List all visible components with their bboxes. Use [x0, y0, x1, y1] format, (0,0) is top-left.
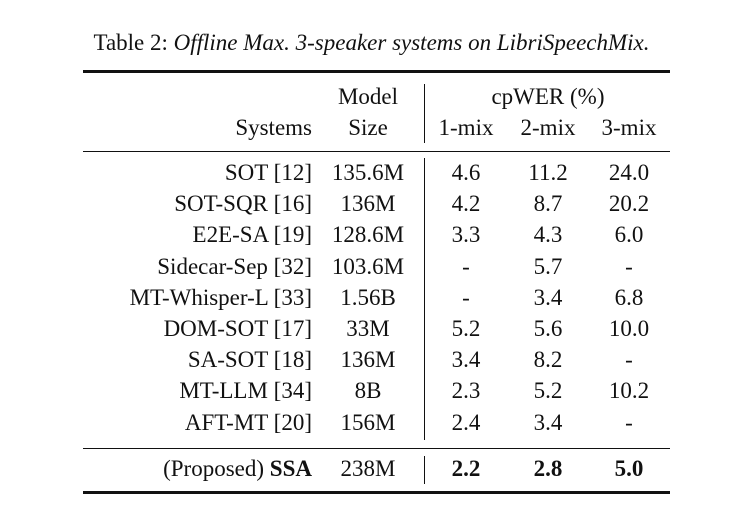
row-size: 103.6M [331, 254, 405, 279]
row-2-mix: 3.4 [533, 410, 563, 435]
row-system: AFT-MT [20] [184, 410, 312, 435]
row-size: 136M [340, 191, 396, 216]
row-system: E2E-SA [19] [192, 222, 312, 247]
row-1-mix: 2.4 [451, 410, 481, 435]
row-1-mix: 4.6 [451, 160, 481, 185]
proposed-2-mix: 2.8 [533, 456, 563, 481]
row-3-mix: 20.2 [608, 191, 650, 216]
row-1-mix: 3.4 [451, 347, 481, 372]
header-rule [83, 151, 670, 153]
row-1-mix: 5.2 [451, 316, 481, 341]
caption-label: Table 2: [93, 30, 168, 55]
row-3-mix: 24.0 [608, 160, 650, 185]
proposed-rule [83, 448, 670, 450]
header-size: Size [348, 115, 388, 140]
row-1-mix: 3.3 [451, 222, 481, 247]
header-3-mix: 3-mix [601, 115, 657, 140]
row-2-mix: 5.6 [533, 316, 563, 341]
row-3-mix: - [625, 347, 633, 372]
row-2-mix: 3.4 [533, 285, 563, 310]
row-system: MT-LLM [34] [179, 378, 312, 403]
row-system: DOM-SOT [17] [163, 316, 312, 341]
row-system: Sidecar-Sep [32] [157, 254, 312, 279]
row-system: SOT-SQR [16] [174, 191, 312, 216]
row-3-mix: 6.8 [614, 285, 644, 310]
row-1-mix: 4.2 [451, 191, 481, 216]
row-size: 8B [354, 378, 382, 403]
row-3-mix: 10.0 [608, 316, 650, 341]
proposed-name: SSA [269, 456, 312, 481]
row-2-mix: 5.7 [533, 254, 563, 279]
row-size: 136M [340, 347, 396, 372]
row-2-mix: 4.3 [533, 222, 563, 247]
row-size: 135.6M [331, 160, 405, 185]
row-2-mix: 5.2 [533, 378, 563, 403]
proposed-3-mix: 5.0 [614, 456, 644, 481]
row-3-mix: - [625, 254, 633, 279]
table-caption: Table 2: Offline Max. 3-speaker systems … [0, 30, 743, 56]
row-2-mix: 11.2 [528, 160, 568, 185]
row-size: 128.6M [331, 222, 405, 247]
header-2-mix: 2-mix [520, 115, 576, 140]
row-2-mix: 8.7 [533, 191, 563, 216]
row-3-mix: - [625, 410, 633, 435]
row-1-mix: 2.3 [451, 378, 481, 403]
row-2-mix: 8.2 [533, 347, 563, 372]
row-system: SA-SOT [18] [187, 347, 312, 372]
row-1-mix: - [462, 285, 470, 310]
row-system: MT-Whisper-L [33] [129, 285, 312, 310]
header-systems: Systems [235, 115, 312, 140]
proposed-system: (Proposed) SSA [60, 456, 312, 482]
row-system: SOT [12] [224, 160, 312, 185]
header-1-mix: 1-mix [438, 115, 494, 140]
caption-title: Offline Max. 3-speaker systems on LibriS… [173, 30, 650, 55]
header-divider [424, 84, 426, 143]
bottom-rule [83, 491, 670, 494]
proposed-prefix: (Proposed) [163, 456, 270, 481]
proposed-1-mix: 2.2 [451, 456, 481, 481]
row-size: 33M [346, 316, 390, 341]
row-size: 1.56B [340, 285, 396, 310]
top-rule [83, 70, 670, 73]
header-cpwer: cpWER (%) [491, 84, 605, 109]
row-3-mix: 6.0 [614, 222, 644, 247]
body-divider [424, 158, 426, 440]
row-size: 156M [340, 410, 396, 435]
row-1-mix: - [462, 254, 470, 279]
row-3-mix: 10.2 [608, 378, 650, 403]
header-model: Model [337, 84, 399, 109]
proposed-size: 238M [340, 456, 396, 481]
proposed-divider [424, 456, 426, 484]
